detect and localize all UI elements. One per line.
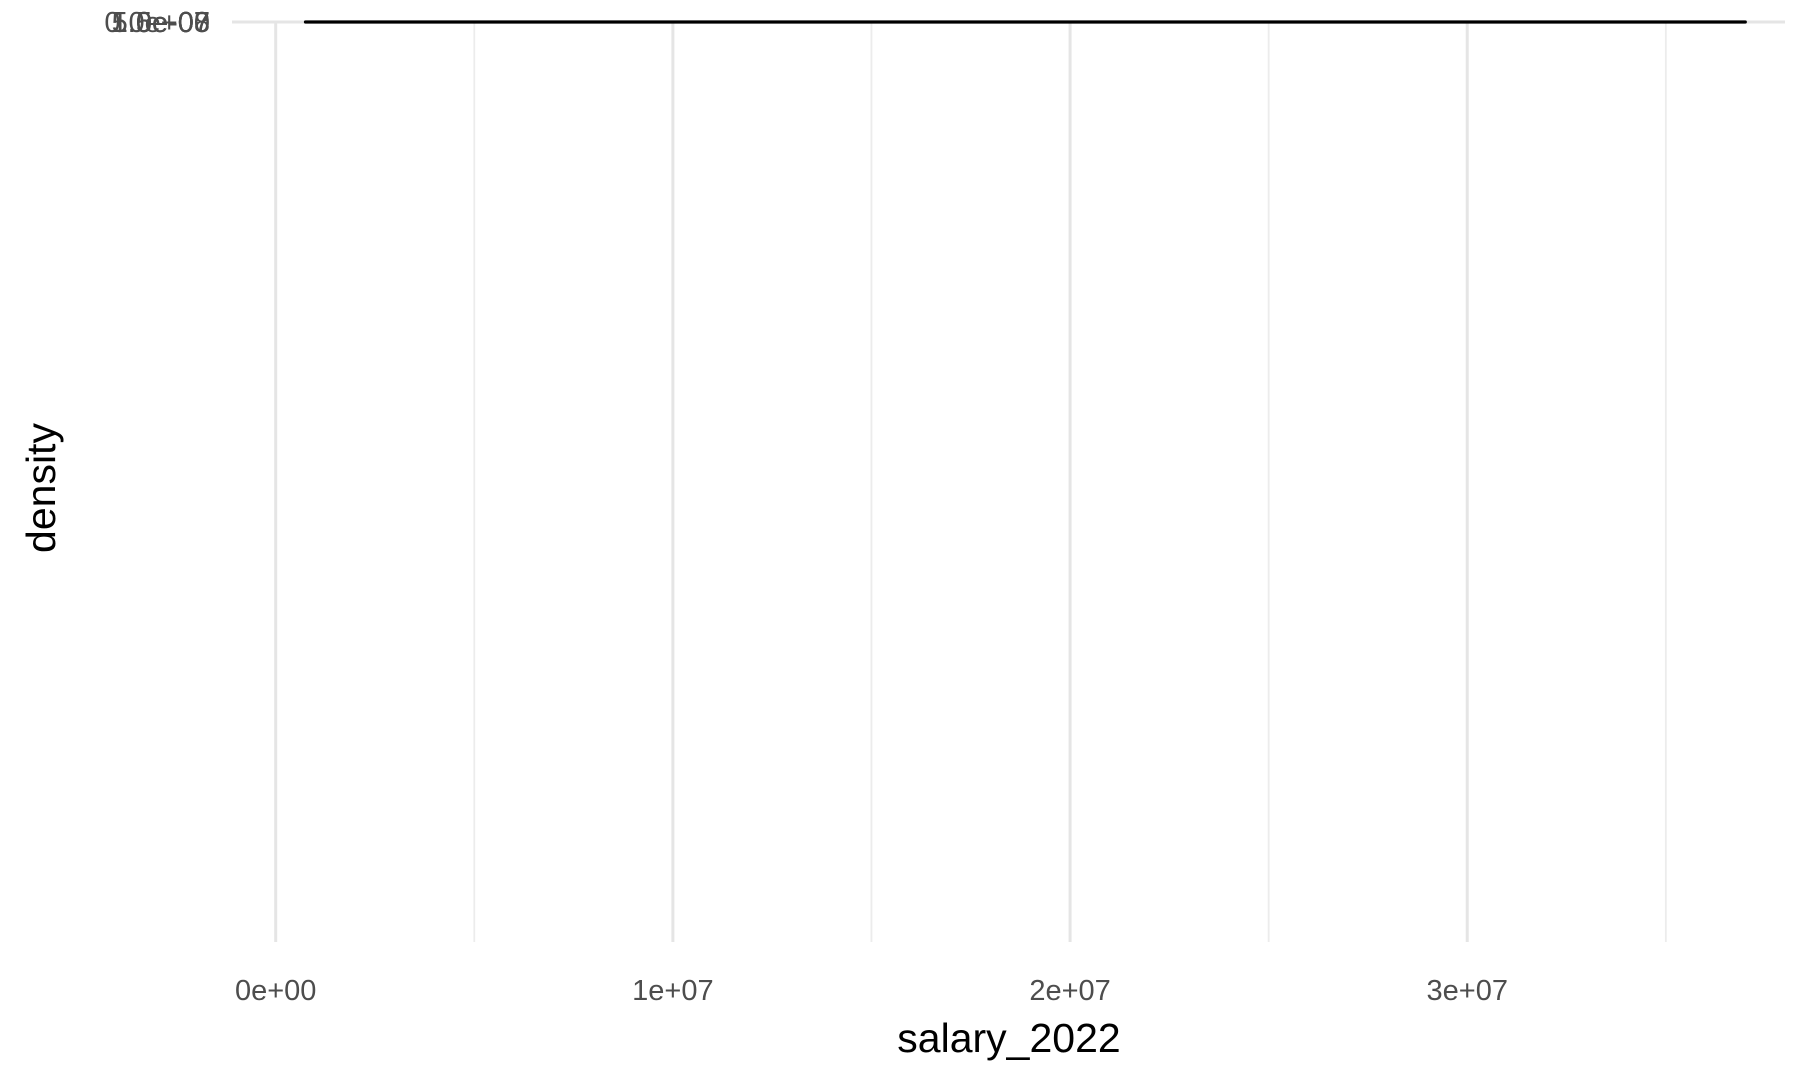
x-axis-title: salary_2022 — [897, 1015, 1120, 1061]
x-tick-label-1: 1e+07 — [632, 975, 713, 1007]
y-tick-label-0: 0.0e+00 — [104, 7, 210, 39]
x-tick-labels: 0e+00 1e+07 2e+07 3e+07 — [235, 975, 1508, 1007]
x-tick-label-3: 3e+07 — [1427, 975, 1508, 1007]
y-tick-label-2: 1.0e-07 — [112, 7, 210, 39]
x-tick-label-2: 2e+07 — [1029, 975, 1110, 1007]
y-tick-label-1: 5.0e-08 — [112, 7, 210, 39]
x-tick-label-0: 0e+00 — [235, 975, 316, 1007]
y-tick-labels: 0.0e+005.0e-081.0e-071.5e-07 — [104, 7, 210, 39]
y-tick-label-3: 1.5e-07 — [112, 7, 210, 39]
grid-layer — [232, 20, 1785, 942]
y-axis-title: density — [18, 423, 64, 553]
